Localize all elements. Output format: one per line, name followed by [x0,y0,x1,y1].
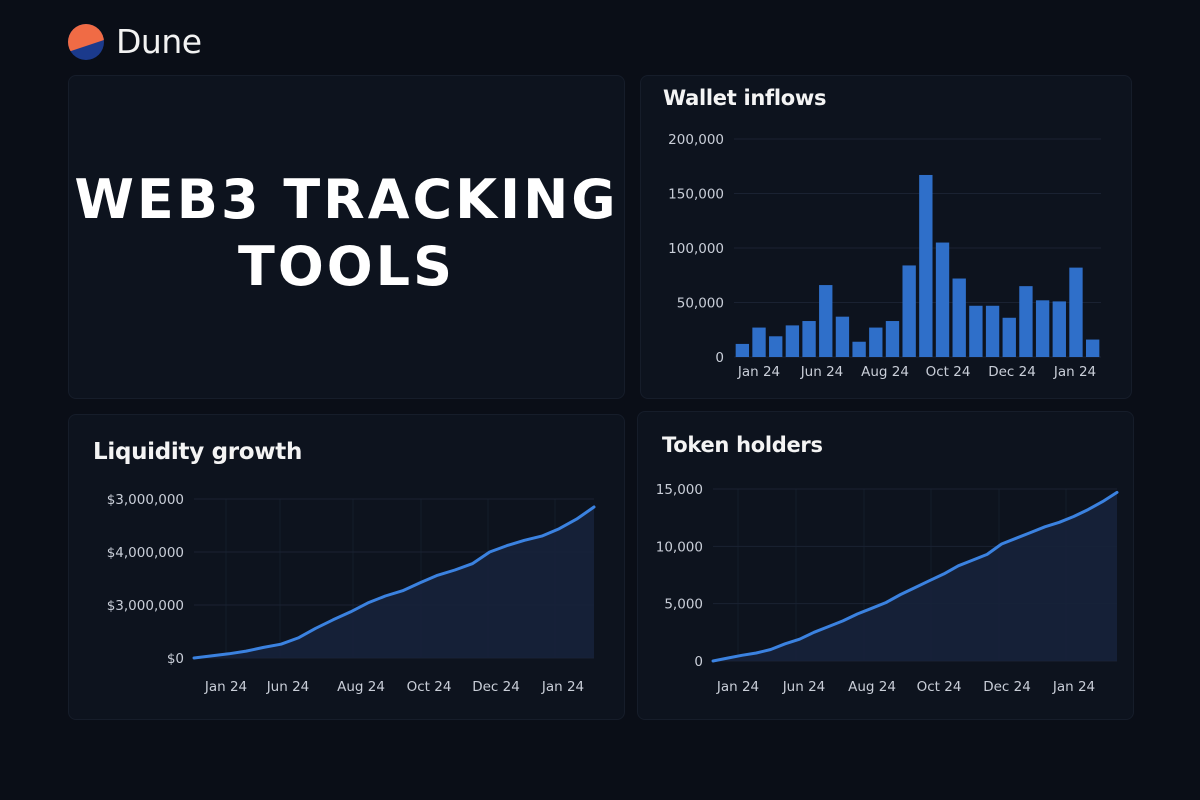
chart-title: Token holders [662,433,823,457]
bar [935,242,950,357]
bar [1035,300,1050,357]
series-line [711,490,1119,663]
y-tick-label: 15,000 [656,482,703,498]
x-tick-label: Jan 24 [1052,679,1095,695]
x-tick-label: Aug 24 [848,679,896,695]
y-tick-label: 10,000 [656,539,703,555]
x-tick-label: Oct 24 [407,679,452,695]
x-tick-label: Aug 24 [861,364,909,380]
hero-card: WEB3 TRACKING TOOLS [68,75,625,399]
x-tick-label: Jan 24 [204,679,247,695]
bar [819,285,833,357]
brand-name: Dune [116,22,202,61]
x-tick-label: Jan 24 [541,679,584,695]
x-tick-label: Aug 24 [337,679,385,695]
x-tick-label: Dec 24 [472,679,520,695]
bar [802,321,816,357]
bar [1085,339,1100,357]
hero-title-line2: TOOLS [238,235,455,298]
y-tick-label: $4,000,000 [107,545,184,561]
y-tick-label: $0 [167,651,184,667]
token-holders-chart: 0 5,000 10,000 15,000 Jan 24 Jun 24 Aug 24 Oct … [656,482,1119,695]
token-holders-card: Token holders 0 5,000 10,000 15,000 Jan 24 Ju… [637,411,1134,720]
bar [885,321,900,357]
series-line [192,505,596,660]
y-tick-label: 0 [715,350,724,366]
x-tick-label: Oct 24 [917,679,962,695]
y-tick-label: 200,000 [668,132,724,148]
hero-title-line1: WEB3 TRACKING [74,168,619,231]
bar [852,341,866,357]
bar [985,305,1000,357]
x-tick-label: Jan 24 [1053,364,1096,380]
chart-title: Wallet inflows [663,86,827,110]
x-tick-label: Jan 24 [716,679,759,695]
y-tick-label: 50,000 [677,296,724,312]
bar [902,265,916,357]
wallet-inflows-chart: 0 50,000 100,000 150,000 200,000 Jan 24 Jun 24… [668,132,1101,380]
x-tick-label: Oct 24 [926,364,971,380]
x-tick-label: Jun 24 [800,364,844,380]
bar [1069,267,1083,357]
y-tick-label: $3,000,000 [107,492,184,508]
bar [1019,286,1033,357]
y-tick-label: 100,000 [668,241,724,257]
bar [769,336,783,357]
bar [869,327,883,357]
bar [1052,301,1066,357]
bar [969,305,983,357]
y-tick-label: $3,000,000 [107,598,184,614]
x-tick-label: Dec 24 [988,364,1036,380]
bar [919,174,933,357]
wallet-inflows-card: Wallet inflows 0 50,000 100,000 150,000 200,… [640,75,1132,399]
bar [785,325,800,357]
y-tick-label: 150,000 [668,187,724,203]
bar [1002,317,1016,357]
y-tick-label: 5,000 [664,597,703,613]
x-tick-label: Jun 24 [266,679,310,695]
bar [735,343,750,357]
chart-title: Liquidity growth [93,439,303,465]
bar [752,327,766,357]
hero-title: WEB3 TRACKING TOOLS [74,166,618,300]
bar [952,278,966,357]
x-tick-label: Dec 24 [983,679,1031,695]
bar [835,316,850,357]
y-tick-label: 0 [694,654,703,670]
x-tick-label: Jan 24 [737,364,780,380]
liquidity-growth-card: Liquidity growth $0 $3,000,000 $4,000,000 $… [68,414,625,720]
area-fill [713,492,1117,661]
x-tick-label: Jun 24 [782,679,826,695]
dune-logo-icon [68,23,104,60]
brand-logo[interactable]: Dune [68,22,202,61]
liquidity-growth-chart: $0 $3,000,000 $4,000,000 $3,000,000 Jan 24 Ju… [107,492,596,695]
area-fill [194,507,594,658]
